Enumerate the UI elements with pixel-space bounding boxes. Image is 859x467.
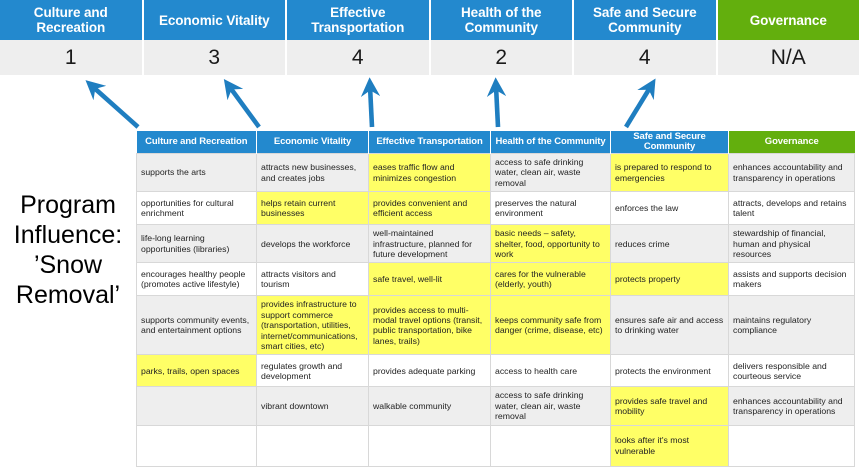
matrix-header-economic-vitality: Economic Vitality bbox=[257, 131, 369, 154]
matrix-cell: provides access to multi-modal travel op… bbox=[369, 296, 491, 355]
matrix-cell: is prepared to respond to emergencies bbox=[611, 154, 729, 192]
summary-header-culture-and-recreation: Culture and Recreation bbox=[0, 0, 144, 40]
matrix-cell: basic needs – safety, shelter, food, opp… bbox=[491, 225, 611, 263]
matrix-cell bbox=[257, 425, 369, 466]
matrix-row: looks after it's most vulnerable bbox=[137, 425, 855, 466]
matrix-cell: supports community events, and entertain… bbox=[137, 296, 257, 355]
matrix-cell bbox=[137, 387, 257, 425]
matrix-cell: develops the workforce bbox=[257, 225, 369, 263]
summary-header-label: Effective Transportation bbox=[291, 5, 425, 35]
matrix-cell: helps retain current businesses bbox=[257, 192, 369, 225]
arrow-to-safe-and-secure-community bbox=[626, 86, 651, 127]
matrix-cell: regulates growth and development bbox=[257, 355, 369, 387]
summary-header-effective-transportation: Effective Transportation bbox=[287, 0, 431, 40]
matrix-cell: provides safe travel and mobility bbox=[611, 387, 729, 425]
caption-line-1: Program bbox=[2, 190, 134, 220]
matrix-header-effective-transportation: Effective Transportation bbox=[369, 131, 491, 154]
summary-value-row: 1 3 4 2 4 N/A bbox=[0, 40, 859, 75]
matrix-header-governance: Governance bbox=[729, 131, 855, 154]
matrix-header-culture-and-recreation: Culture and Recreation bbox=[137, 131, 257, 154]
matrix-cell: provides adequate parking bbox=[369, 355, 491, 387]
summary-header-health-of-the-community: Health of the Community bbox=[431, 0, 575, 40]
matrix-row: life-long learning opportunities (librar… bbox=[137, 225, 855, 263]
matrix-cell bbox=[369, 425, 491, 466]
matrix-cell bbox=[729, 425, 855, 466]
arrow-to-effective-transportation bbox=[370, 86, 372, 127]
matrix-cell: cares for the vulnerable (elderly, youth… bbox=[491, 263, 611, 296]
matrix-row: encourages healthy people (promotes acti… bbox=[137, 263, 855, 296]
matrix-cell: delivers responsible and courteous servi… bbox=[729, 355, 855, 387]
summary-scorecard: Culture and Recreation Economic Vitality… bbox=[0, 0, 859, 75]
arrow-to-health-of-the-community bbox=[496, 86, 498, 127]
summary-value-culture-and-recreation: 1 bbox=[0, 40, 144, 75]
matrix-cell: protects property bbox=[611, 263, 729, 296]
matrix-cell: parks, trails, open spaces bbox=[137, 355, 257, 387]
summary-header-label: Culture and Recreation bbox=[4, 5, 138, 35]
matrix-cell: life-long learning opportunities (librar… bbox=[137, 225, 257, 263]
matrix-cell: provides convenient and efficient access bbox=[369, 192, 491, 225]
matrix-cell: walkable community bbox=[369, 387, 491, 425]
matrix-cell: eases traffic flow and minimizes congest… bbox=[369, 154, 491, 192]
caption-line-3: ’Snow bbox=[2, 250, 134, 280]
matrix-cell: access to health care bbox=[491, 355, 611, 387]
matrix-header-safe-and-secure-community: Safe and Secure Community bbox=[611, 131, 729, 154]
matrix-cell: keeps community safe from danger (crime,… bbox=[491, 296, 611, 355]
summary-header-label: Health of the Community bbox=[435, 5, 569, 35]
summary-header-row: Culture and Recreation Economic Vitality… bbox=[0, 0, 859, 40]
matrix-cell: ensures safe air and access to drinking … bbox=[611, 296, 729, 355]
matrix-cell: opportunities for cultural enrichment bbox=[137, 192, 257, 225]
summary-header-label: Economic Vitality bbox=[159, 13, 270, 28]
summary-value-economic-vitality: 3 bbox=[144, 40, 288, 75]
matrix-cell: enhances accountability and transparency… bbox=[729, 387, 855, 425]
matrix-cell: attracts, develops and retains talent bbox=[729, 192, 855, 225]
matrix-cell: maintains regulatory compliance bbox=[729, 296, 855, 355]
matrix-cell: access to safe drinking water, clean air… bbox=[491, 154, 611, 192]
matrix-cell: attracts visitors and tourism bbox=[257, 263, 369, 296]
matrix-cell bbox=[491, 425, 611, 466]
matrix-cell: enforces the law bbox=[611, 192, 729, 225]
matrix-cell: provides infrastructure to support comme… bbox=[257, 296, 369, 355]
matrix-table: Culture and Recreation Economic Vitality… bbox=[136, 131, 855, 467]
matrix-cell: supports the arts bbox=[137, 154, 257, 192]
matrix-cell: preserves the natural environment bbox=[491, 192, 611, 225]
program-influence-matrix: Culture and Recreation Economic Vitality… bbox=[136, 131, 854, 467]
summary-header-economic-vitality: Economic Vitality bbox=[144, 0, 288, 40]
summary-value-safe-and-secure-community: 4 bbox=[574, 40, 718, 75]
summary-value-effective-transportation: 4 bbox=[287, 40, 431, 75]
matrix-cell: vibrant downtown bbox=[257, 387, 369, 425]
caption-line-2: Influence: bbox=[2, 220, 134, 250]
summary-header-label: Safe and Secure Community bbox=[578, 5, 712, 35]
summary-value-health-of-the-community: 2 bbox=[431, 40, 575, 75]
matrix-cell: enhances accountability and transparency… bbox=[729, 154, 855, 192]
arrow-to-culture-and-recreation bbox=[92, 86, 138, 127]
matrix-cell: assists and supports decision makers bbox=[729, 263, 855, 296]
matrix-header-row: Culture and Recreation Economic Vitality… bbox=[137, 131, 855, 154]
matrix-cell: stewardship of financial, human and phys… bbox=[729, 225, 855, 263]
program-influence-caption: Program Influence: ’Snow Removal’ bbox=[2, 190, 134, 310]
summary-header-safe-and-secure-community: Safe and Secure Community bbox=[574, 0, 718, 40]
matrix-cell: well-maintained infrastructure, planned … bbox=[369, 225, 491, 263]
summary-header-governance: Governance bbox=[718, 0, 859, 40]
matrix-cell: reduces crime bbox=[611, 225, 729, 263]
caption-line-4: Removal’ bbox=[2, 280, 134, 310]
matrix-cell: looks after it's most vulnerable bbox=[611, 425, 729, 466]
matrix-row: supports community events, and entertain… bbox=[137, 296, 855, 355]
arrow-to-economic-vitality bbox=[229, 86, 259, 127]
matrix-cell: safe travel, well-lit bbox=[369, 263, 491, 296]
summary-value-governance: N/A bbox=[718, 40, 859, 75]
matrix-header-health-of-the-community: Health of the Community bbox=[491, 131, 611, 154]
matrix-cell bbox=[137, 425, 257, 466]
arrow-layer bbox=[0, 75, 859, 135]
matrix-cell: protects the environment bbox=[611, 355, 729, 387]
matrix-cell: access to safe drinking water, clean air… bbox=[491, 387, 611, 425]
summary-header-label: Governance bbox=[750, 13, 827, 28]
matrix-cell: encourages healthy people (promotes acti… bbox=[137, 263, 257, 296]
matrix-cell: attracts new businesses, and creates job… bbox=[257, 154, 369, 192]
